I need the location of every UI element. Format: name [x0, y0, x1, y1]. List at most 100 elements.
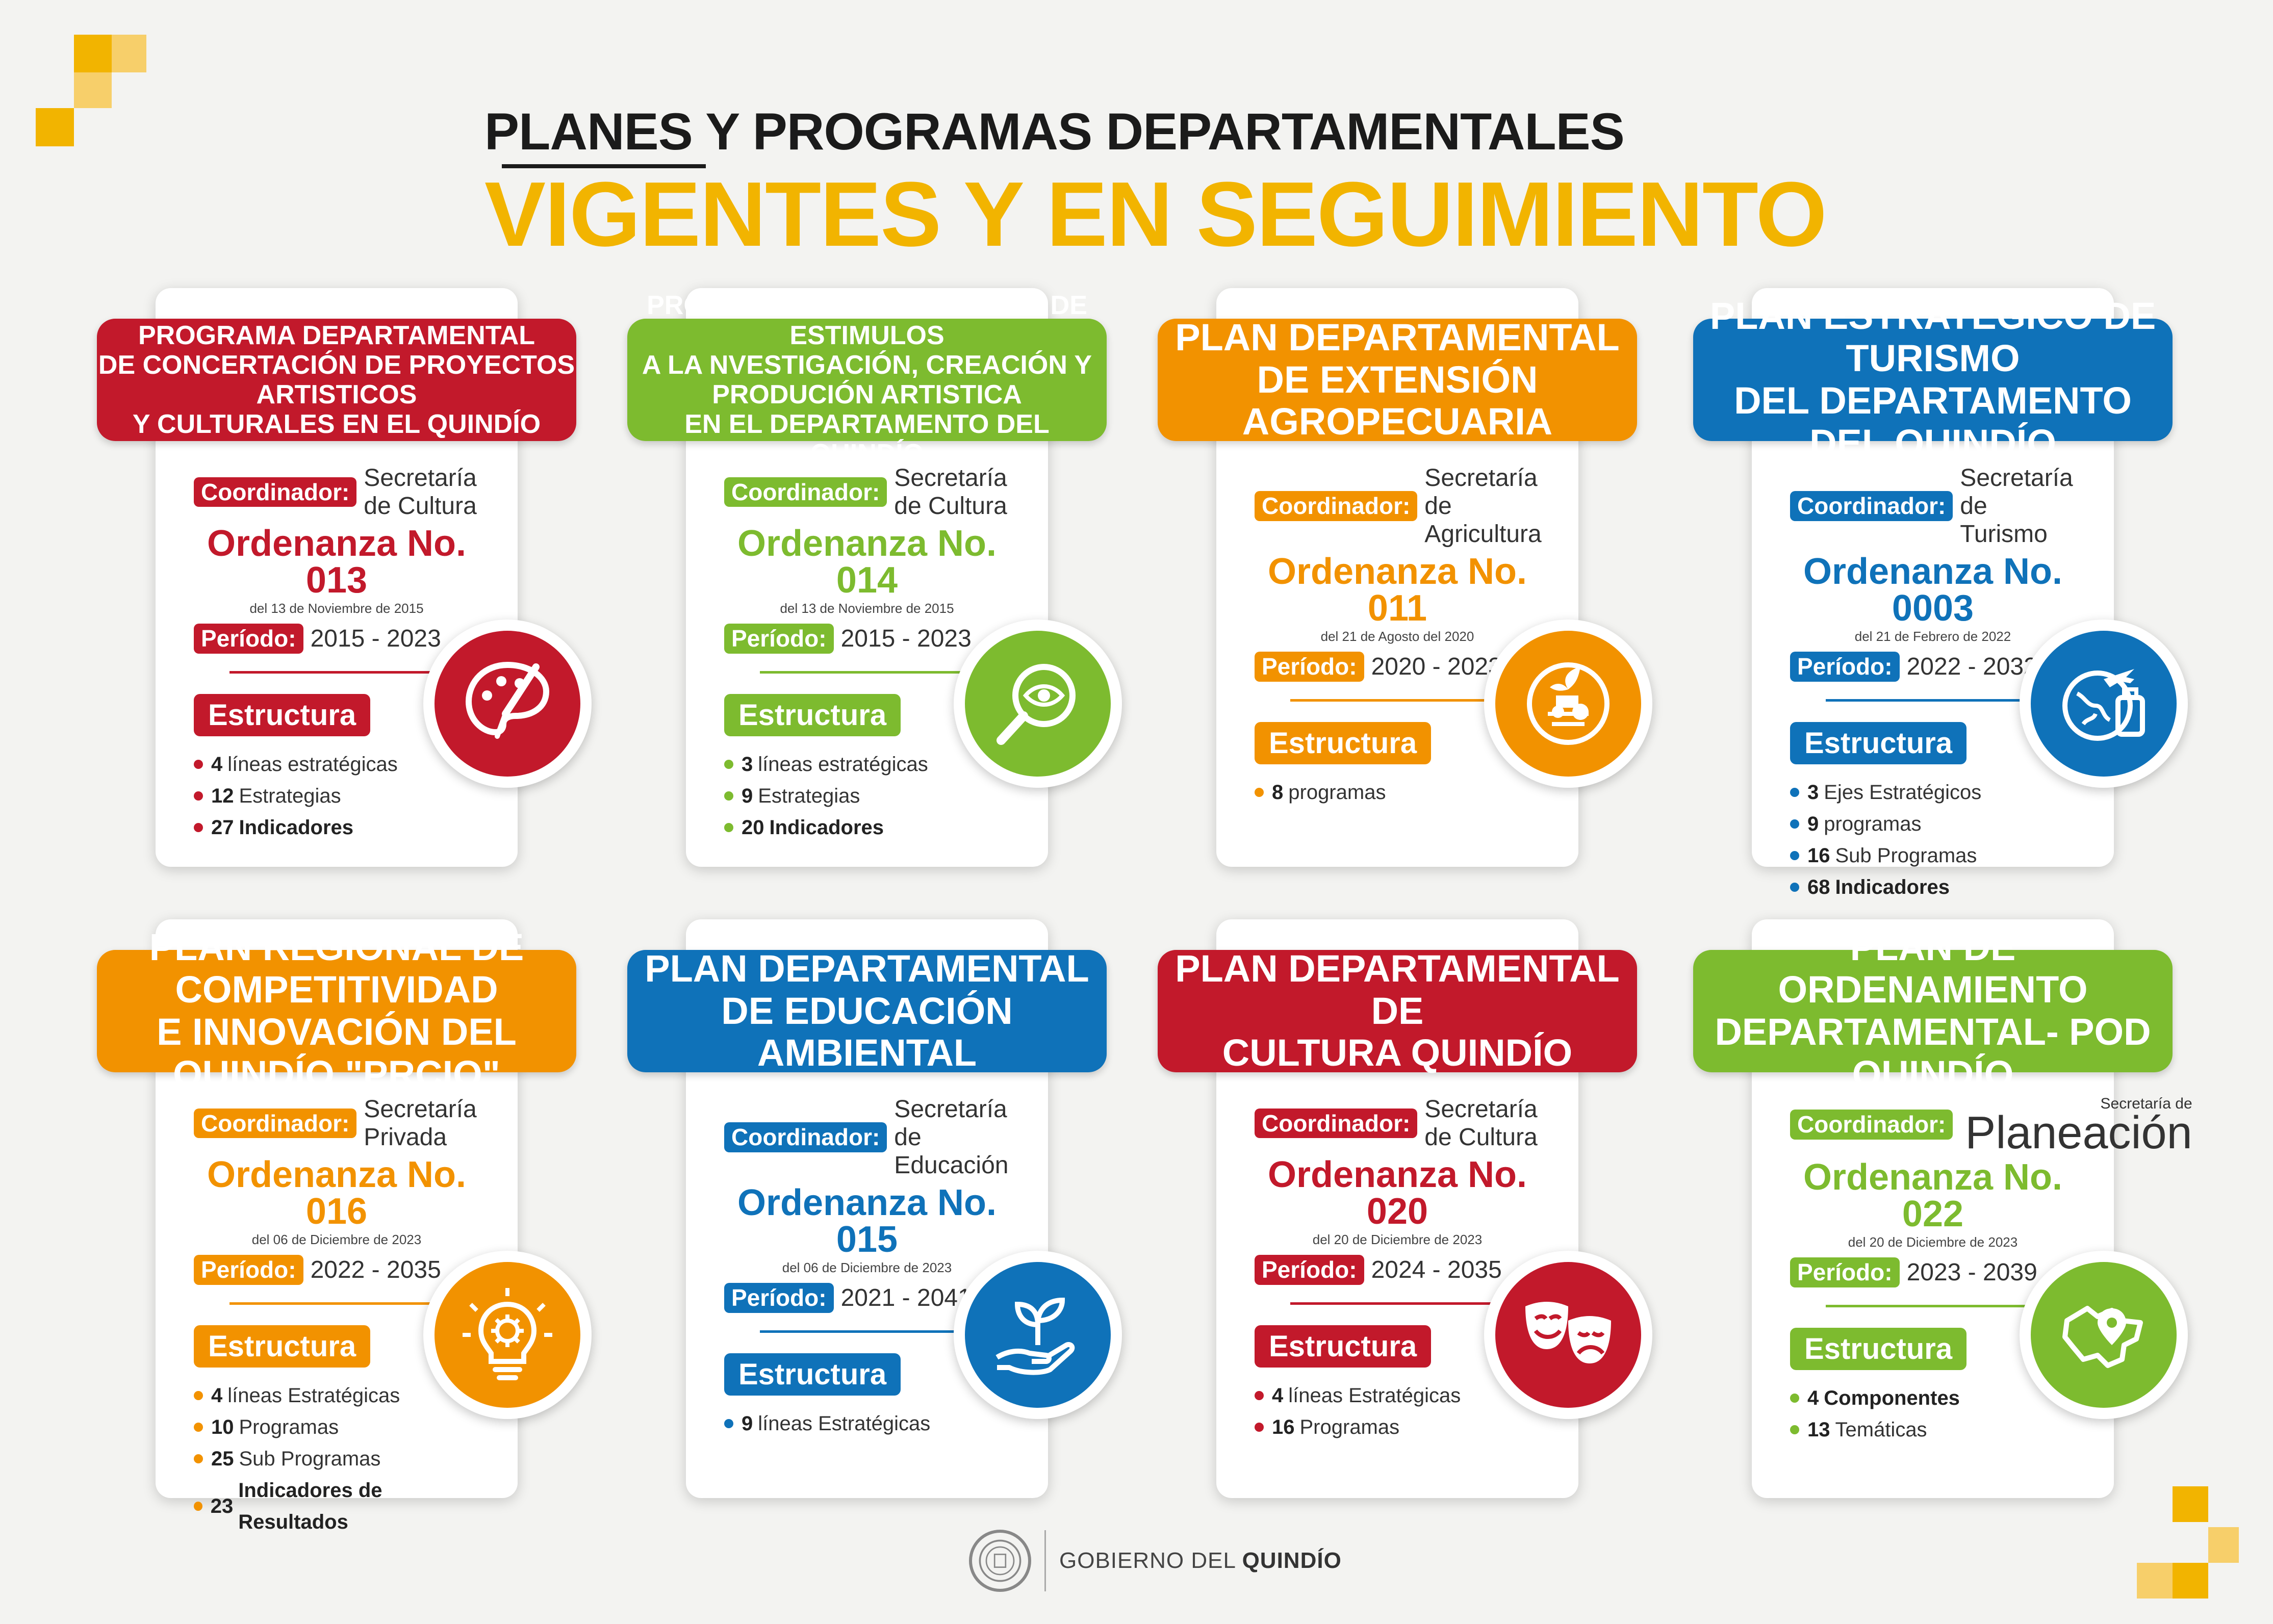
item-text: programas [1288, 781, 1386, 804]
map-pin-icon [2031, 1262, 2177, 1408]
icon-badge [1484, 1251, 1652, 1419]
bullet-icon [1255, 1390, 1264, 1400]
ordenanza-number: Ordenanza No. 016 [207, 1154, 467, 1232]
plan-card: PLAN ESTRATÉGICO DE TURISMO DEL DEPARTAME… [1693, 288, 2188, 898]
ordenanza-number: Ordenanza No. 022 [1803, 1157, 2063, 1234]
card-title-line: PLAN DEPARTAMENTAL [1175, 316, 1620, 358]
page-title: PLANES Y PROGRAMAS DEPARTAMENTALES VIGEN… [484, 102, 1827, 266]
list-item: 20 Indicadores [724, 812, 1010, 843]
card-body: Coordinador: Secretaría de Planeación Orden… [1790, 1095, 2192, 1446]
periodo-label: Período: [1790, 652, 1900, 682]
footer-prefix: GOBIERNO DEL [1059, 1548, 1242, 1573]
coordinador-value: Secretaría Privada [364, 1096, 477, 1151]
item-number: 4 [1807, 1386, 1819, 1409]
item-text: Ejes Estratégicos [1824, 781, 1982, 804]
estructura-list: 4 líneas estratégicas 12 Estrategias 27 Indic… [194, 749, 479, 843]
bullet-icon [194, 1454, 203, 1463]
item-text: líneas Estratégicas [758, 1412, 931, 1435]
card-title-line: DE EXTENSIÓN AGROPECUARIA [1242, 358, 1553, 443]
plan-card: PLAN DE ORDENAMIENTO DEPARTAMENTAL- POD Q… [1693, 919, 2192, 1498]
card-title-line: PLAN REGIONAL DE COMPETITIVIDAD [149, 926, 524, 1011]
list-item: 9 líneas Estratégicas [724, 1408, 1010, 1439]
coordinador-value: Secretaría de Cultura [1424, 1096, 1538, 1151]
card-title-line: EN EL DEPARTAMENTO DEL QUINDÍO [684, 409, 1050, 469]
periodo-label: Período: [194, 1255, 303, 1285]
coordinador-row: Coordinador: Secretaría de Planeación [1790, 1095, 2192, 1156]
periodo-value: 2022 - 2035 [310, 1256, 441, 1283]
coordinador-label: Coordinador: [194, 477, 357, 507]
card-body: Coordinador: Secretaría de Cultura Ordenan… [1255, 1095, 1540, 1443]
bullet-icon [1790, 819, 1799, 829]
list-item: 4 líneas Estratégicas [194, 1380, 479, 1411]
card-body: Coordinador: Secretaría de Agricultura Ord… [1255, 464, 1542, 808]
bullet-icon [1255, 1422, 1264, 1432]
bullet-icon [194, 1390, 203, 1400]
item-number: 25 [211, 1447, 234, 1470]
card-header: PLAN DEPARTAMENTAL DE CULTURA QUINDÍO [1158, 947, 1637, 1074]
title-rule [502, 164, 706, 168]
icon-badge [954, 620, 1122, 788]
periodo-value: 2020 - 2023 [1371, 653, 1502, 680]
item-text: Indicadores de Resultados [238, 1479, 382, 1533]
periodo-label: Período: [724, 624, 834, 654]
card-title-line: E INNOVACIÓN DEL QUINDÍO "PRCIQ" [157, 1011, 517, 1095]
section-divider [1290, 1302, 1515, 1305]
item-text: Sub Programas [239, 1447, 381, 1470]
card-title-line: PROGRAMA DEPARTAMENTAL DE ESTIMULOS [647, 291, 1087, 350]
estructura-label: Estructura [194, 1325, 371, 1368]
item-text: líneas Estratégicas [227, 1384, 400, 1407]
item-text: Indicadores [1835, 875, 1950, 898]
item-text: Indicadores [239, 816, 354, 839]
ordenanza-number: Ordenanza No. 020 [1267, 1154, 1527, 1232]
estructura-list: 4 Componentes 13 Temáticas [1790, 1382, 2076, 1446]
icon-badge [954, 1251, 1122, 1419]
list-item: 23 Indicadores de Resultados [194, 1475, 479, 1538]
estructura-label: Estructura [194, 693, 371, 736]
section-divider [229, 671, 454, 674]
periodo-value: 2015 - 2023 [310, 625, 441, 652]
estructura-list: 3 líneas estratégicas 9 Estrategias 20 Indica… [724, 749, 1010, 843]
estructura-list: 9 líneas Estratégicas [724, 1408, 1010, 1439]
ordenanza-number: Ordenanza No. 015 [737, 1182, 997, 1260]
card-title-line: DEL DEPARTAMENTO DEL QUINDÍO [1734, 379, 2132, 464]
item-number: 10 [211, 1415, 234, 1438]
title-line-2: VIGENTES Y EN SEGUIMIENTO [484, 163, 1827, 266]
coordinador-label: Coordinador: [194, 1108, 357, 1139]
bullet-icon [724, 791, 733, 801]
ordenanza-number: Ordenanza No. 013 [207, 523, 467, 601]
coordinador-row: Coordinador: Secretaría Privada [194, 1095, 479, 1151]
icon-badge [2020, 1251, 2188, 1419]
card-title-line: DEPARTAMENTAL- POD QUINDÍO [1715, 1011, 2151, 1095]
magnifier-eye-icon [965, 631, 1111, 777]
coordinador-value: Secretaría de Turismo [1960, 465, 2073, 548]
list-item: 4 Componentes [1790, 1382, 2076, 1414]
card-title-line: Y CULTURALES EN EL QUINDÍO [132, 409, 541, 440]
card-header: PROGRAMA DEPARTAMENTAL DE ESTIMULOS A LA … [627, 291, 1107, 469]
ordenanza-date: del 13 de Noviembre de 2015 [780, 601, 954, 616]
bullet-icon [1790, 850, 1799, 860]
periodo-value: 2015 - 2023 [840, 625, 972, 652]
coordinador-label: Coordinador: [724, 1122, 887, 1152]
item-number: 27 [211, 816, 234, 839]
card-title-line: PROGRAMA DEPARTAMENTAL [138, 320, 535, 350]
periodo-label: Período: [1790, 1257, 1900, 1287]
ordenanza-number: Ordenanza No. 014 [737, 523, 997, 601]
coordinador-value-small: Secretaría de [2100, 1095, 2192, 1112]
item-number: 4 [211, 753, 223, 776]
section-divider [229, 1302, 454, 1305]
list-item: 68 Indicadores [1790, 871, 2076, 903]
item-number: 4 [1272, 1384, 1284, 1407]
section-divider [1826, 699, 2050, 702]
estructura-label: Estructura [1255, 1325, 1432, 1368]
coordinador-row: Coordinador: Secretaría de Agricultura [1255, 464, 1542, 548]
periodo-row: Período: 2015 - 2023 [724, 624, 1010, 654]
periodo-value: 2022 - 2032 [1906, 653, 2037, 680]
plan-card: PLAN DEPARTAMENTAL DE EDUCACIÓN AMBIENTAL… [627, 919, 1122, 1498]
plan-card: PROGRAMA DEPARTAMENTAL DE ESTIMULOS A LA … [627, 288, 1122, 867]
coordinador-value: Secretaría de Educación [894, 1096, 1009, 1179]
coordinador-label: Coordinador: [724, 477, 887, 507]
coordinador-row: Coordinador: Secretaría de Cultura [194, 464, 479, 520]
periodo-value: 2024 - 2035 [1371, 1256, 1502, 1283]
footer-logo-text: GOBIERNO DEL QUINDÍO [1059, 1548, 1342, 1574]
periodo-label: Período: [194, 624, 303, 654]
